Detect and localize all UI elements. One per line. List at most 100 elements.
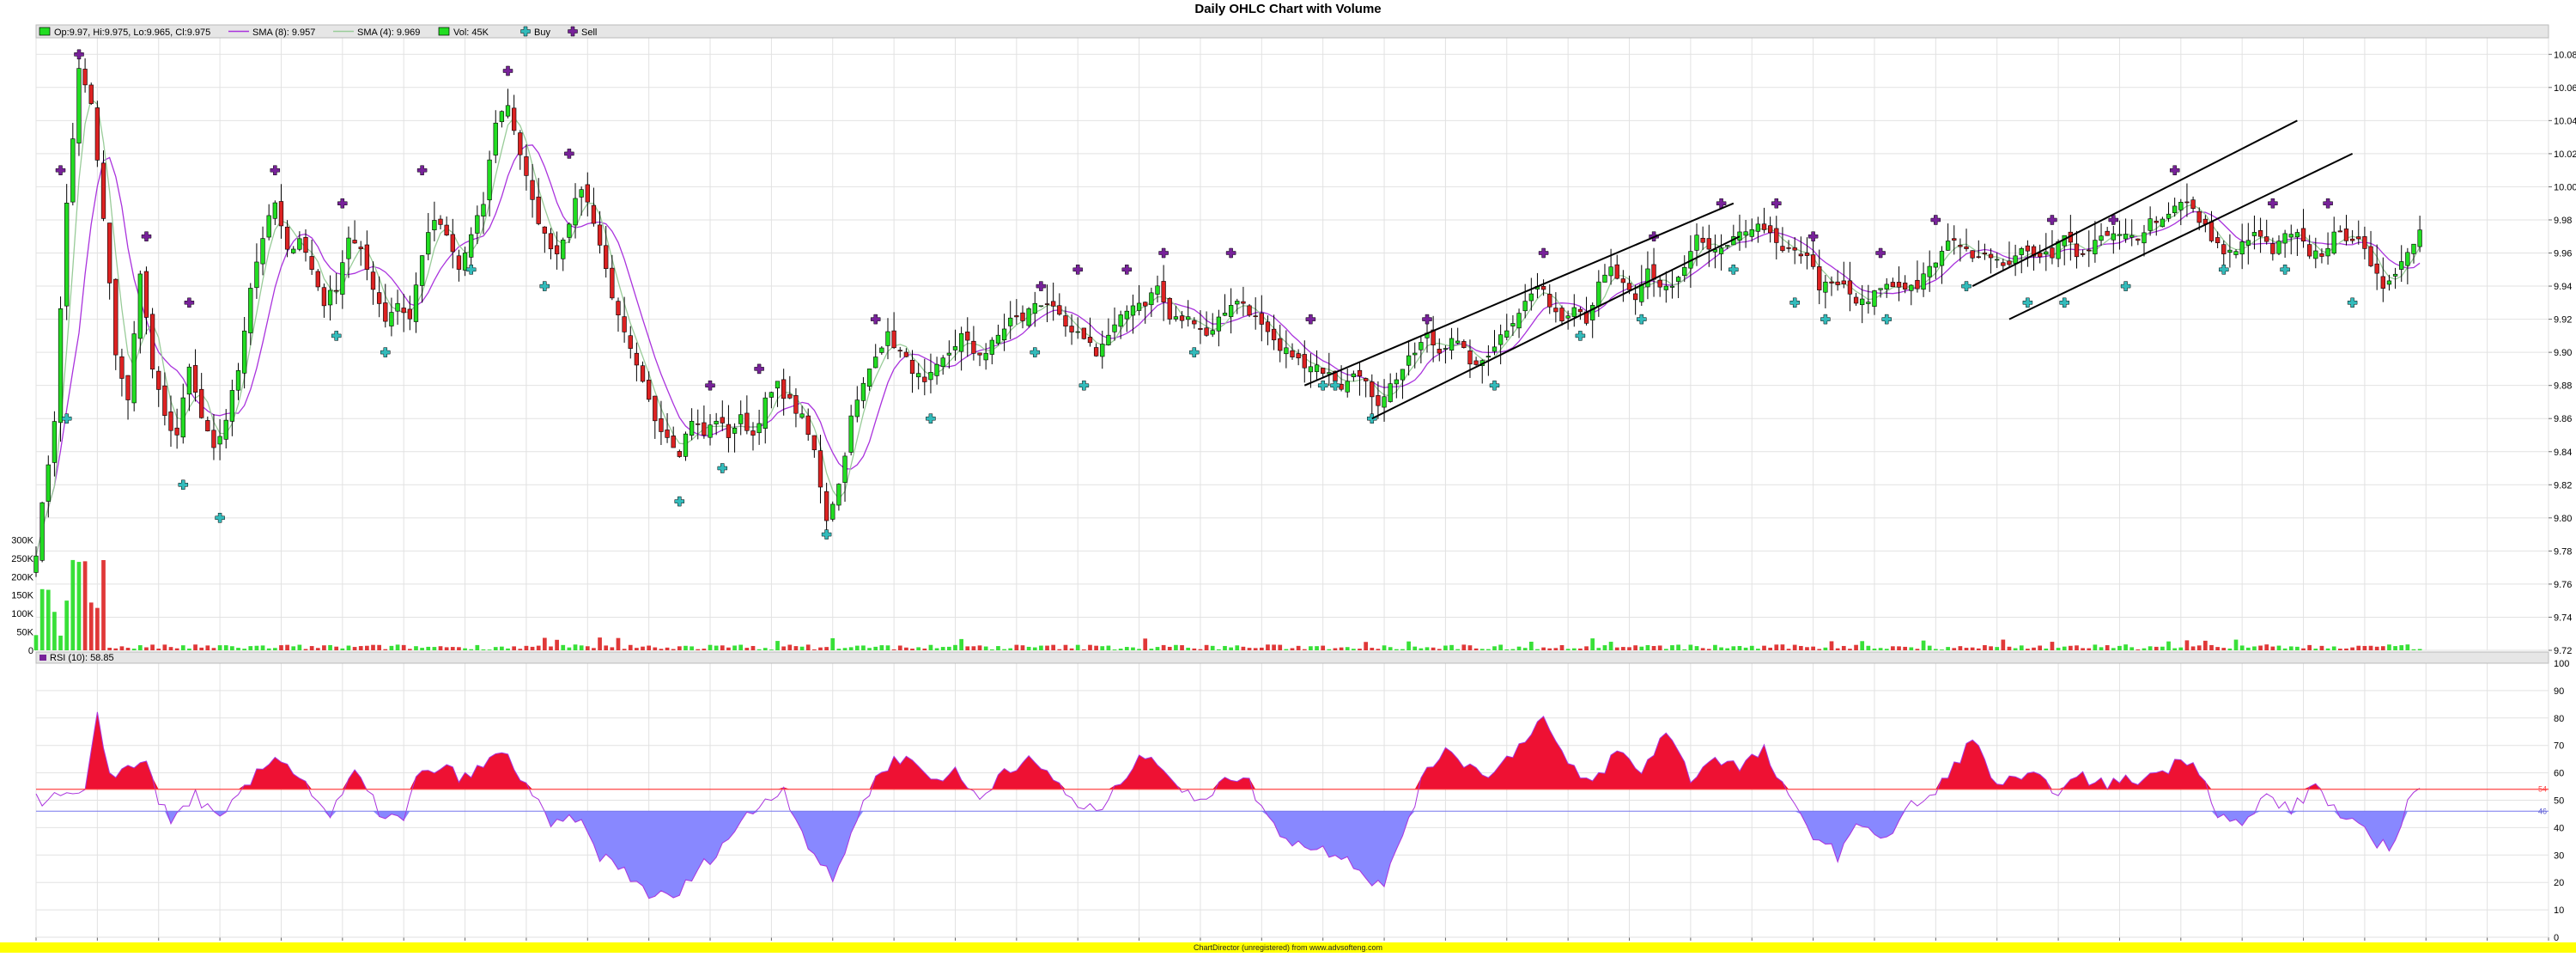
candlestick — [260, 226, 265, 276]
candle-body — [2160, 218, 2166, 228]
candlestick — [505, 88, 511, 119]
candle-body — [1553, 308, 1558, 313]
candle-body — [1173, 316, 1179, 320]
candle-body — [518, 132, 523, 155]
candle-body — [817, 450, 823, 488]
candlestick — [2038, 244, 2043, 264]
candlestick — [131, 320, 137, 411]
volume-bar — [1713, 644, 1717, 650]
candle-body — [413, 284, 419, 322]
candle-body — [1853, 296, 1859, 304]
volume-bar — [818, 647, 823, 650]
candle-body — [1694, 235, 1699, 251]
volume-bar — [1437, 649, 1442, 650]
candle-body — [199, 388, 204, 418]
buy-icon — [1575, 331, 1586, 341]
candlestick — [149, 308, 155, 379]
volume-bar — [1897, 646, 1901, 650]
candlestick — [2233, 249, 2239, 259]
buy-signal — [1030, 347, 1041, 357]
candle-body — [579, 189, 584, 198]
candlestick — [995, 324, 1001, 345]
candle-body — [1706, 238, 1711, 250]
buy-signal — [1317, 380, 1328, 391]
volume-bar — [2148, 646, 2153, 650]
buy-icon — [1489, 380, 1500, 391]
price-tick-label: 10.02 — [2554, 149, 2576, 160]
legend-bar: Op:9.97, Hi:9.975, Lo:9.965, Cl:9.975 SM… — [35, 24, 2549, 39]
volume-bar — [1743, 647, 1748, 650]
candlestick — [1087, 317, 1093, 347]
volume-bar — [1296, 645, 1301, 650]
candlestick — [2227, 234, 2233, 268]
candlestick — [1492, 330, 1498, 356]
buy-signal — [1728, 265, 1739, 275]
candlestick — [604, 226, 609, 278]
candle-body — [1278, 338, 1283, 351]
candlestick — [1467, 339, 1473, 378]
volume-bar — [217, 645, 222, 650]
volume-tick-label: 300K — [11, 535, 33, 546]
candlestick — [1767, 216, 1773, 243]
candle-body — [1038, 305, 1044, 308]
legend-sma8: SMA (8): 9.957 — [252, 27, 315, 38]
buy-signal — [2059, 297, 2069, 308]
candlestick — [113, 278, 118, 370]
volume-bar — [1400, 649, 1405, 650]
candlestick — [1565, 310, 1571, 330]
volume-bar — [1983, 644, 1987, 650]
candle-body — [2221, 244, 2227, 254]
volume-bar — [805, 644, 811, 650]
candle-body — [2123, 234, 2129, 240]
sell-icon — [2169, 165, 2180, 175]
candle-body — [1044, 303, 1050, 305]
candle-body — [1602, 274, 1607, 283]
sma-lines — [35, 98, 2421, 557]
buy-signal — [2120, 281, 2131, 291]
candle-body — [1682, 266, 1687, 277]
volume-bar — [1952, 648, 1957, 650]
candle-body — [229, 390, 235, 422]
candlestick — [756, 409, 762, 445]
candlestick — [248, 283, 253, 345]
buy-icon — [1078, 380, 1090, 391]
price-tick-label: 9.90 — [2554, 348, 2572, 358]
volume-bar — [665, 647, 670, 650]
candle-body — [542, 226, 547, 234]
candle-body — [2184, 201, 2190, 204]
candlestick — [659, 400, 664, 445]
candle-body — [1872, 290, 1877, 308]
candlestick — [1118, 310, 1123, 339]
candlestick — [1516, 308, 1522, 338]
candlestick — [1976, 240, 1981, 259]
buy-signal — [539, 281, 550, 291]
volume-bar — [738, 644, 744, 650]
candle-body — [309, 256, 314, 270]
candle-body — [830, 503, 835, 520]
candle-body — [567, 223, 572, 238]
buy-icon — [2059, 297, 2069, 308]
volume-bar — [2087, 648, 2092, 650]
candlestick — [223, 409, 228, 448]
candle-body — [1761, 223, 1767, 230]
volume-bar — [1345, 647, 1350, 650]
candle-body — [811, 435, 817, 450]
volume-bar — [1449, 644, 1454, 650]
candlestick — [327, 275, 333, 321]
candlestick — [946, 340, 952, 369]
volume-bar — [1137, 649, 1141, 650]
candlestick — [2148, 206, 2153, 236]
sell-signal — [2047, 215, 2057, 225]
candlestick — [1149, 287, 1154, 317]
volume-bar — [1541, 647, 1546, 650]
candle-body — [2215, 237, 2221, 243]
volume-bar — [1608, 642, 1613, 650]
buy-signal — [61, 413, 72, 424]
candle-body — [499, 111, 505, 123]
volume-bar — [156, 649, 161, 650]
rsi-tick-label: 100 — [2554, 659, 2569, 669]
candlestick — [241, 316, 247, 389]
candlestick — [1235, 298, 1240, 314]
candlestick — [352, 220, 357, 244]
volume-bar — [1014, 644, 1019, 650]
